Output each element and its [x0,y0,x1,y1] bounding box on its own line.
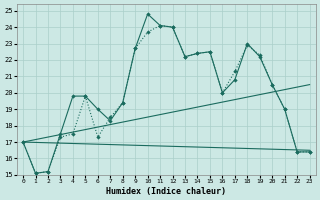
X-axis label: Humidex (Indice chaleur): Humidex (Indice chaleur) [106,187,226,196]
